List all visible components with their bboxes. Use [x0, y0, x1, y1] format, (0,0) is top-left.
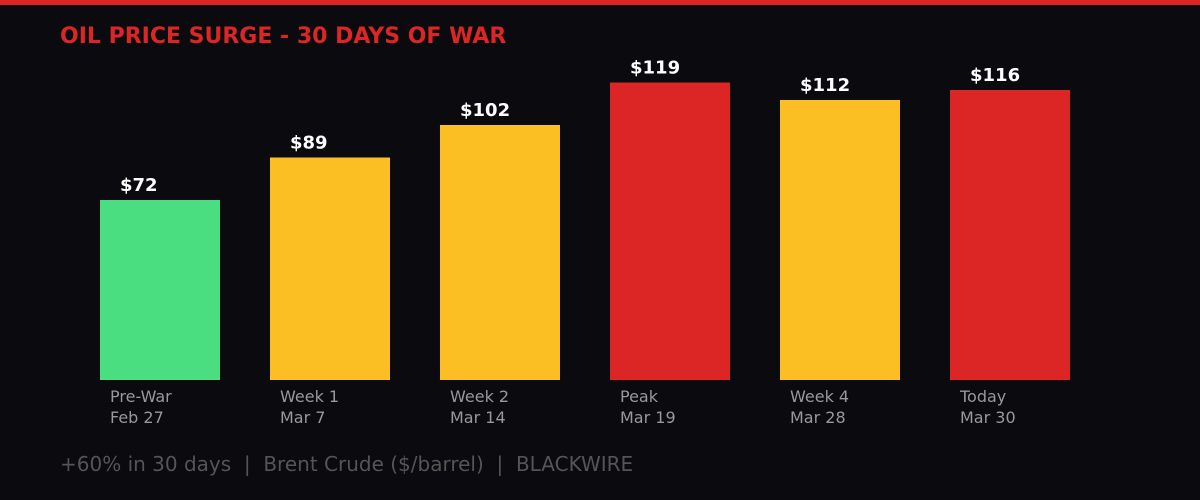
- category-label: Week 2: [450, 387, 509, 406]
- value-label: $102: [460, 100, 510, 121]
- category-date: Feb 27: [110, 408, 164, 427]
- value-label: $72: [120, 175, 158, 196]
- bars-group: $72 Pre-War Feb 27 $89 Week 1 Mar 7 $102 Week 2…: [100, 58, 1070, 427]
- category-date: Mar 7: [280, 408, 325, 427]
- bar-1: [270, 157, 390, 380]
- chart-footer: +60% in 30 days | Brent Crude ($/barrel)…: [60, 452, 633, 476]
- value-label: $89: [290, 133, 328, 154]
- category-label: Pre-War: [110, 387, 172, 406]
- category-date: Mar 14: [450, 408, 506, 427]
- category-label: Week 4: [790, 387, 849, 406]
- category-label: Today: [959, 387, 1006, 406]
- category-date: Mar 30: [960, 408, 1016, 427]
- top-accent-stripe: [0, 0, 1200, 5]
- value-label: $116: [970, 65, 1020, 86]
- category-date: Mar 19: [620, 408, 676, 427]
- chart-title: OIL PRICE SURGE - 30 DAYS OF WAR: [60, 24, 506, 49]
- bar-3: [610, 82, 730, 380]
- category-date: Mar 28: [790, 408, 846, 427]
- bar-5: [950, 90, 1070, 380]
- category-label: Peak: [620, 387, 659, 406]
- category-label: Week 1: [280, 387, 339, 406]
- bar-4: [780, 100, 900, 380]
- bar-0: [100, 200, 220, 380]
- bar-2: [440, 125, 560, 380]
- value-label: $119: [630, 58, 680, 79]
- value-label: $112: [800, 75, 850, 96]
